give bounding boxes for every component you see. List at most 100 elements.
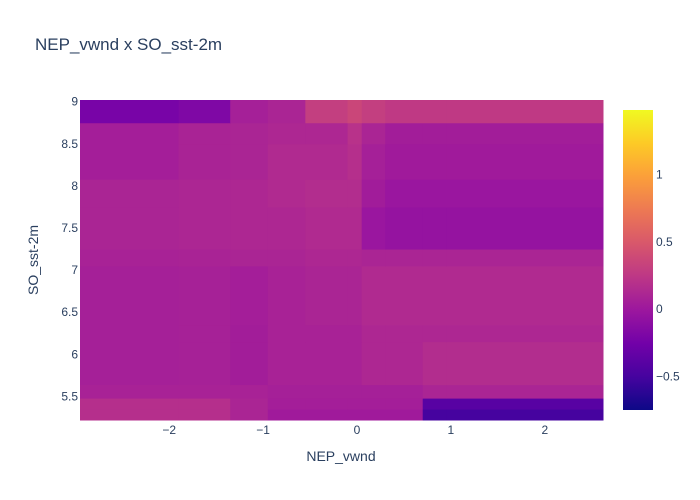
heatmap-cell <box>230 384 269 399</box>
chart-title: NEP_vwnd x SO_sst-2m <box>35 35 222 54</box>
heatmap-cell <box>305 341 349 386</box>
heatmap-cell <box>80 398 180 410</box>
heatmap-cell <box>347 398 363 410</box>
heatmap-cell <box>267 384 306 399</box>
heatmap-cell <box>230 341 269 386</box>
heatmap-cell <box>422 341 447 386</box>
heatmap-cell <box>80 206 180 250</box>
heatmap-cell <box>267 341 306 386</box>
heatmap-cell <box>305 324 349 343</box>
heatmap-cell <box>305 384 349 399</box>
heatmap-cell <box>178 324 231 343</box>
heatmap-cell <box>446 100 604 124</box>
heatmap-cell <box>178 409 231 421</box>
heatmap-cell <box>385 249 424 267</box>
heatmap-cell <box>305 249 349 267</box>
heatmap-cell <box>446 341 604 386</box>
heatmap-cell <box>347 324 363 343</box>
heatmap-cell <box>178 206 231 250</box>
heatmap-cell <box>385 398 424 410</box>
x-tick-label: 1 <box>448 423 455 437</box>
heatmap-cell <box>80 143 180 180</box>
heatmap-cell <box>385 324 424 343</box>
heatmap-cell <box>305 143 349 180</box>
y-tick-label: 7.5 <box>61 221 78 235</box>
heatmap-cell <box>178 100 231 124</box>
heatmap-cell <box>446 398 604 410</box>
heatmap-cell <box>305 409 349 421</box>
heatmap-cell <box>385 143 424 180</box>
heatmap-cell <box>230 398 269 410</box>
heatmap-cell <box>446 384 604 399</box>
heatmap-cell <box>361 143 386 180</box>
heatmap-cell <box>267 122 306 145</box>
heatmap-cell <box>178 341 231 386</box>
heatmap-cell <box>80 409 180 421</box>
colorbar-tick-label: −0.5 <box>656 369 680 383</box>
heatmap-cell <box>347 179 363 208</box>
heatmap-cell <box>446 324 604 343</box>
heatmap-cell <box>178 398 231 410</box>
heatmap-cell <box>267 398 306 410</box>
heatmap-cell <box>267 409 306 421</box>
y-axis-title: SO_sst-2m <box>25 225 41 295</box>
heatmap-cell <box>422 100 447 124</box>
heatmap-cell <box>80 179 180 208</box>
heatmap-cell <box>422 179 447 208</box>
x-axis-ticks: −2 −1 0 1 2 <box>162 423 548 437</box>
heatmap-cell <box>446 265 604 326</box>
x-tick-label: 0 <box>354 423 361 437</box>
heatmap-cell <box>385 341 424 386</box>
heatmap-cell <box>347 384 363 399</box>
heatmap-cell <box>230 100 269 124</box>
heatmap-cell <box>422 409 447 421</box>
heatmap-cell <box>230 324 269 343</box>
heatmap-cell <box>230 206 269 250</box>
heatmap-cell <box>361 122 386 145</box>
x-tick-label: −1 <box>256 423 270 437</box>
heatmap-cell <box>178 122 231 145</box>
y-axis-ticks: 5.5 6 6.5 7 7.5 8 8.5 9 <box>61 95 78 404</box>
colorbar <box>623 110 653 410</box>
heatmap-cell <box>361 409 386 421</box>
heatmap-cell <box>361 341 386 386</box>
heatmap-cell <box>361 384 386 399</box>
heatmap-cell <box>385 384 424 399</box>
heatmap-cell <box>385 206 424 250</box>
heatmap-cell <box>347 206 363 250</box>
colorbar-tick-label: 0 <box>656 302 663 316</box>
heatmap-cell <box>267 143 306 180</box>
heatmap-cell <box>347 265 363 326</box>
y-tick-label: 8 <box>71 179 78 193</box>
heatmap-cell <box>361 179 386 208</box>
heatmap-cell <box>80 341 180 386</box>
heatmap-cell <box>80 100 180 124</box>
heatmap-cell <box>385 179 424 208</box>
heatmap-cell <box>446 143 604 180</box>
heatmap-cell <box>305 206 349 250</box>
heatmap-cell <box>267 206 306 250</box>
y-tick-label: 5.5 <box>61 389 78 403</box>
heatmap-cell <box>178 143 231 180</box>
heatmap-cell <box>178 384 231 399</box>
heatmap-cell <box>446 409 604 421</box>
heatmap-cell <box>422 122 447 145</box>
heatmap-cell <box>347 249 363 267</box>
heatmap-cell <box>80 265 180 326</box>
x-tick-label: 2 <box>541 423 548 437</box>
heatmap-cell <box>446 122 604 145</box>
heatmap-cell <box>347 409 363 421</box>
heatmap-cell <box>347 143 363 180</box>
heatmap-cell <box>385 409 424 421</box>
heatmap-cell <box>267 249 306 267</box>
heatmap-cell <box>446 249 604 267</box>
heatmap-cell <box>267 265 306 326</box>
heatmap-cell <box>305 100 349 124</box>
heatmap-cell <box>178 265 231 326</box>
y-tick-label: 7 <box>71 263 78 277</box>
colorbar-tick-label: 1 <box>656 168 663 182</box>
heatmap-cell <box>361 100 386 124</box>
heatmap-cell <box>230 249 269 267</box>
y-tick-label: 9 <box>71 95 78 109</box>
